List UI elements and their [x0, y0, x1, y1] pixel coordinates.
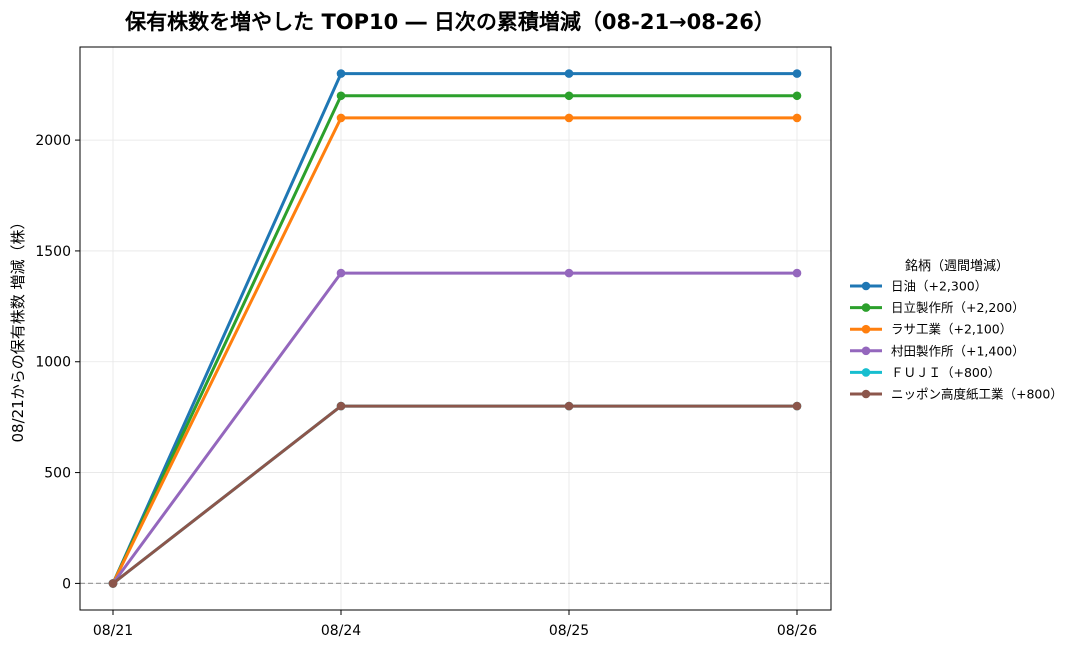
x-tick-layer: 08/21 08/24 08/25 08/26: [93, 610, 817, 639]
data-point: [792, 113, 802, 123]
series-4: [108, 268, 802, 588]
data-point: [336, 91, 346, 101]
series-layer: [108, 69, 802, 588]
data-point: [336, 401, 346, 411]
chart-title: 保有株数を増やした TOP10 ― 日次の累積増減（08-21→08-26）: [125, 10, 775, 34]
legend-marker: [861, 368, 871, 377]
series-line: [111, 404, 799, 585]
legend-label: 日油（+2,300）: [891, 279, 987, 294]
data-point: [564, 268, 574, 278]
series-line: [111, 72, 799, 585]
series-2: [108, 91, 802, 588]
data-point: [792, 69, 802, 78]
x-tick-label: 08/25: [549, 623, 589, 639]
series-6: [108, 401, 802, 588]
legend-marker: [861, 281, 871, 291]
legend-marker: [861, 303, 871, 312]
data-point: [564, 401, 574, 411]
y-tick-layer: 0 500 1000 1500 2000: [35, 133, 80, 592]
legend-item: 日立製作所（+2,200）: [850, 300, 1025, 315]
legend-label: ラサ工業（+2,100）: [891, 322, 1012, 337]
legend: 銘柄（週間増減） 日油（+2,300） 日立製作所（+2,200） ラサ工業（+2,1…: [850, 258, 1063, 402]
series-line: [111, 271, 799, 585]
legend-item: 日油（+2,300）: [850, 279, 987, 294]
data-point: [108, 579, 118, 588]
legend-marker: [861, 346, 871, 356]
y-tick-label: 500: [44, 466, 71, 482]
y-tick-label: 1500: [35, 244, 71, 260]
data-point: [336, 113, 346, 123]
data-point: [792, 401, 802, 411]
x-tick-label: 08/24: [321, 623, 361, 639]
data-point: [336, 268, 346, 278]
legend-label: ニッポン高度紙工業（+800）: [891, 387, 1063, 402]
legend-item: 村田製作所（+1,400）: [850, 343, 1025, 358]
x-tick-label: 08/26: [777, 623, 817, 639]
legend-title: 銘柄（週間増減）: [905, 258, 1009, 274]
legend-label: 日立製作所（+2,200）: [891, 300, 1025, 315]
legend-label: 村田製作所（+1,400）: [891, 343, 1025, 358]
legend-marker: [861, 324, 871, 334]
legend-item: ＦＵＪＩ（+800）: [850, 365, 1000, 380]
legend-item: ニッポン高度紙工業（+800）: [850, 387, 1063, 402]
x-tick-label: 08/21: [93, 623, 133, 639]
series-line: [111, 404, 799, 585]
y-tick-label: 2000: [35, 133, 71, 149]
legend-item: ラサ工業（+2,100）: [850, 322, 1012, 337]
series-5: [108, 401, 802, 588]
legend-marker: [861, 389, 871, 399]
data-point: [564, 91, 574, 101]
series-line: [111, 116, 799, 585]
data-point: [792, 91, 802, 101]
data-point: [792, 268, 802, 278]
series-1: [108, 69, 802, 588]
data-point: [336, 69, 346, 78]
y-tick-label: 1000: [35, 355, 71, 371]
y-axis-label: 08/21からの保有株数 増減（株）: [9, 215, 27, 443]
series-3: [108, 113, 802, 588]
legend-label: ＦＵＪＩ（+800）: [891, 365, 1000, 380]
data-point: [564, 69, 574, 78]
data-point: [564, 113, 574, 123]
grid-layer: [80, 47, 831, 610]
plot-frame: [79, 46, 832, 611]
y-tick-label: 0: [62, 576, 71, 592]
series-line: [111, 94, 799, 585]
